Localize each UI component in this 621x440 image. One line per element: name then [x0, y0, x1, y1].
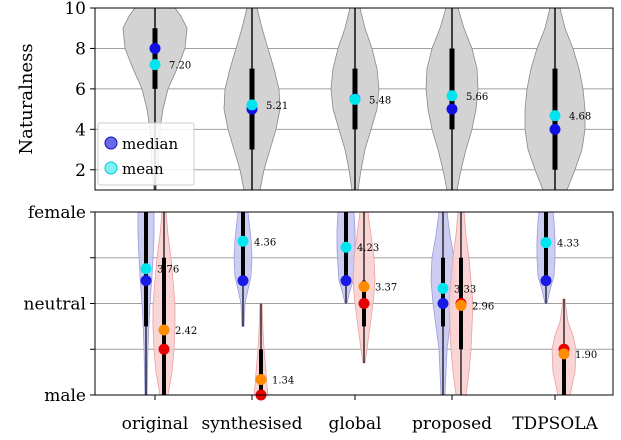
male-mean-point	[558, 348, 570, 360]
x-tick-label: synthesised	[202, 414, 303, 434]
male-mean-label: 1.90	[575, 350, 597, 361]
female-mean-point	[140, 263, 152, 275]
legend-median-marker	[104, 136, 118, 150]
female-mean-point	[540, 237, 552, 249]
y-tick-label: 6	[75, 80, 86, 100]
mean-point	[349, 93, 361, 105]
mean-value-label: 5.48	[369, 95, 391, 106]
y-tick-label: 8	[75, 39, 86, 59]
median-point	[446, 103, 458, 115]
mean-point	[246, 99, 258, 111]
legend-mean-marker	[104, 161, 118, 175]
mean-point	[549, 110, 561, 122]
male-mean-point	[255, 373, 267, 385]
female-mean-point	[340, 241, 352, 253]
mean-point	[446, 90, 458, 102]
y-tick-label: neutral	[24, 295, 87, 315]
legend-median-label: median	[122, 135, 178, 153]
naturalness-panel: 7.20 5.21 5.48 5.66 4.68 2 4 6 8 10 Naturalness med…	[16, 0, 614, 191]
y-tick-label: male	[44, 386, 86, 406]
legend-box	[97, 122, 195, 186]
y-tick-label: 2	[75, 161, 86, 181]
female-mean-label: 4.33	[557, 239, 579, 250]
x-tick-label: global	[328, 414, 381, 434]
mean-value-label: 7.20	[169, 61, 191, 72]
x-tick-label: original	[122, 414, 189, 434]
female-median-point	[437, 298, 449, 309]
male-mean-label: 1.34	[272, 375, 294, 386]
female-mean-label: 4.23	[357, 243, 379, 254]
male-mean-label: 3.37	[375, 283, 397, 294]
male-mean-point	[358, 281, 370, 293]
legend-mean-label: mean	[122, 160, 164, 178]
mean-value-label: 4.68	[569, 112, 591, 123]
male-mean-label: 2.42	[175, 326, 197, 337]
mean-point	[149, 59, 161, 71]
female-median-point	[237, 275, 249, 287]
mean-value-label: 5.21	[266, 101, 288, 112]
male-median-point	[158, 343, 170, 355]
y-axis-label: Naturalness	[16, 43, 37, 154]
female-mean-point	[437, 282, 449, 294]
gender-panel: 3.76 4.36 4.23 3.33 4.33 2.42 1.34 3.37 2.96 1.90…	[24, 203, 614, 406]
female-mean-label: 3.76	[157, 265, 179, 276]
male-mean-point	[158, 324, 170, 336]
male-mean-point	[455, 299, 467, 311]
median-point	[149, 42, 161, 54]
female-median-point	[340, 275, 352, 287]
female-median-point	[540, 275, 552, 287]
male-mean-label: 2.96	[472, 301, 494, 312]
mean-value-label: 5.66	[466, 92, 488, 103]
female-mean-label: 3.33	[454, 284, 476, 295]
male-median-point	[358, 298, 370, 309]
x-tick-label: TDPSOLA	[512, 414, 598, 434]
female-mean-label: 4.36	[254, 237, 276, 248]
y-tick-label: 4	[75, 120, 86, 140]
legend: median mean	[97, 122, 195, 186]
median-point	[549, 123, 561, 135]
plot-frame	[94, 7, 614, 191]
female-median-point	[140, 275, 152, 287]
female-mean-point	[237, 235, 249, 247]
x-tick-label: proposed	[412, 414, 492, 434]
y-tick-label: female	[28, 203, 86, 223]
y-tick-label: 10	[64, 0, 86, 19]
x-axis-categories: original synthesised global proposed TDPSOLA	[122, 395, 598, 434]
